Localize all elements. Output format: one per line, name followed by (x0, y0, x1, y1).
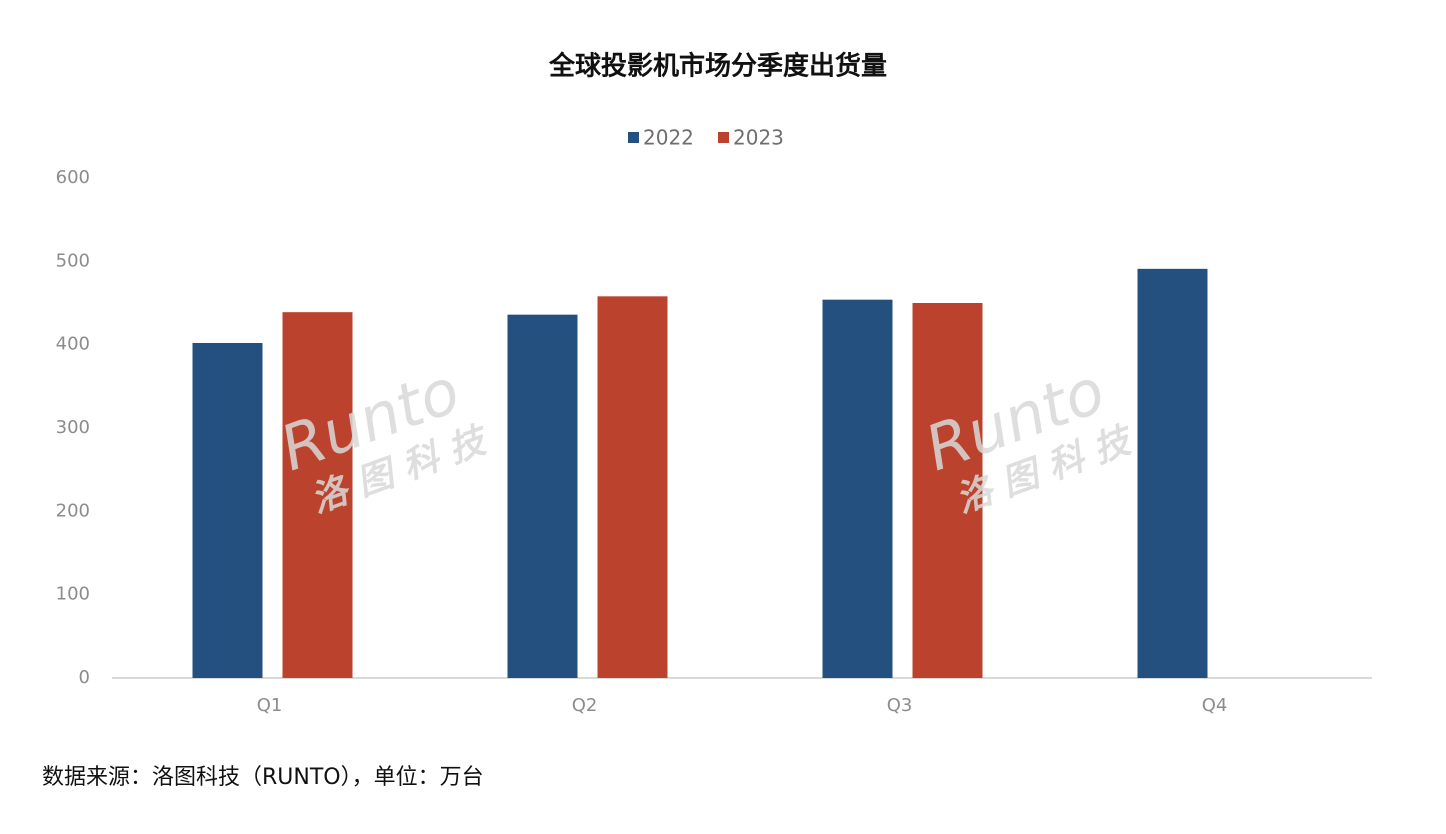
x-tick-label: Q2 (572, 695, 598, 716)
x-tick-label: Q1 (257, 695, 283, 716)
source-note: 数据来源：洛图科技（RUNTO），单位：万台 (42, 765, 484, 790)
x-tick-label: Q3 (887, 695, 913, 716)
bar (507, 314, 578, 678)
bar (822, 299, 893, 678)
y-tick-label: 300 (56, 417, 90, 438)
y-tick-label: 0 (79, 667, 90, 688)
legend-swatch (718, 132, 729, 143)
y-tick-label: 400 (56, 334, 90, 355)
legend-label: 2022 (643, 126, 694, 150)
bar (282, 312, 353, 678)
bar (192, 343, 263, 678)
legend-swatch (628, 132, 639, 143)
bar (1137, 268, 1208, 678)
y-tick-label: 200 (56, 500, 90, 521)
bar (912, 303, 983, 678)
bar (597, 296, 668, 678)
chart-title: 全球投影机市场分季度出货量 (548, 51, 887, 82)
y-tick-label: 500 (56, 250, 90, 271)
y-tick-label: 600 (56, 167, 90, 188)
y-tick-label: 100 (56, 584, 90, 605)
x-tick-label: Q4 (1202, 695, 1228, 716)
legend-label: 2023 (733, 126, 784, 150)
